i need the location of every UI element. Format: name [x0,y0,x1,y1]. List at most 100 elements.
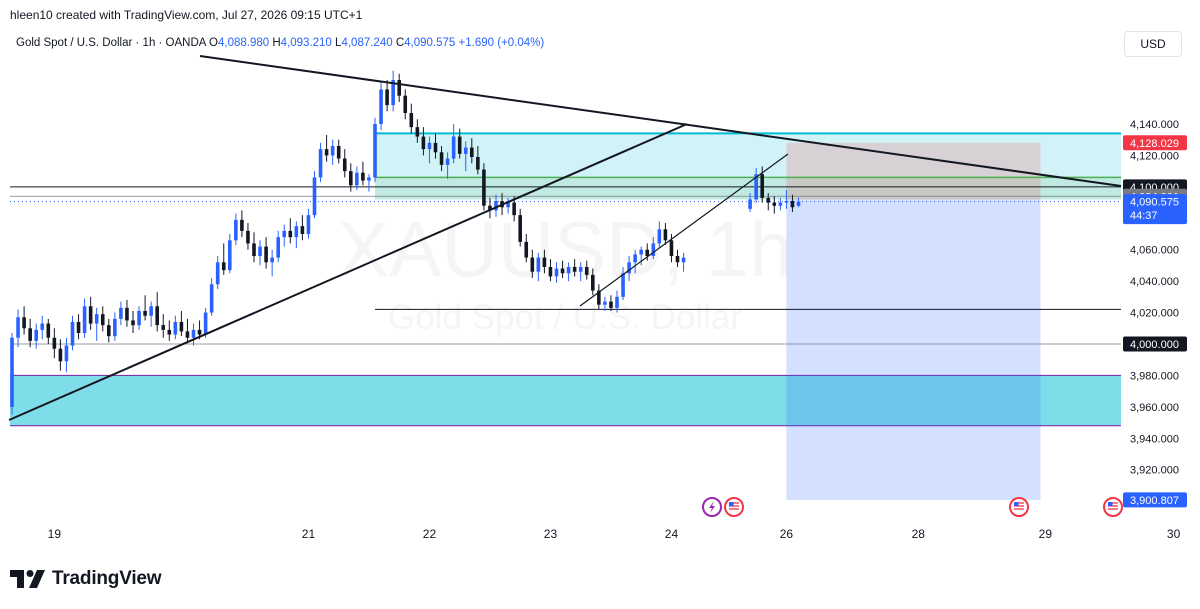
candle-body [397,80,401,96]
candle-body [373,124,377,178]
candle-body [421,136,426,150]
candle-body [748,199,752,209]
price-tick-label: 3,920.000 [1130,465,1179,477]
stop-loss [786,142,1041,200]
candle-body [312,177,317,216]
price-label-box [1123,135,1187,151]
candle-body [572,267,577,272]
candle-body [16,317,20,338]
candle-body [651,243,656,256]
candle-body [167,329,172,335]
price-tick-label: 3,960.000 [1130,402,1179,414]
price-label: 4,090.575 [1130,197,1179,209]
candle-body [778,202,783,206]
candle-body [185,331,190,338]
candle-body [361,172,365,181]
price-tick-label: 4,120.000 [1130,150,1179,162]
candle-body [252,243,256,256]
candle-body [657,229,662,244]
price-tick-label: 4,020.000 [1130,308,1179,320]
us-flag-icon[interactable] [1103,497,1123,517]
candle-body [318,149,323,178]
time-tick-label: 30 [1167,527,1181,541]
candle-body [119,307,123,319]
candle-body [494,201,498,211]
footer-brand: TradingView [10,568,162,590]
candle-body [784,201,789,203]
candle-body [591,274,595,291]
candle-body [457,136,462,154]
watermark-ticker: XAUUSD, 1h [337,205,792,293]
candle-body [330,146,335,156]
candle-body [336,146,341,159]
candle-body [379,89,383,124]
close-value: 4,090.575 [404,37,456,49]
time-tick-label: 29 [1039,527,1053,541]
candle-body [409,113,414,128]
candle-body [433,142,438,153]
candle-body [209,284,214,313]
candle-body [385,89,389,106]
candle-body [94,314,99,324]
candle-body [754,174,758,200]
time-tick-label: 21 [302,527,316,541]
candle-body [270,257,274,263]
candle-body [324,149,329,156]
candle-body [584,267,589,275]
price-label-box [1123,492,1187,508]
candle-body [355,172,359,186]
candle-body [70,322,75,346]
candle-body [663,229,668,241]
candle-body [675,256,680,263]
candle-body [615,296,619,308]
demand-zone [10,375,1121,426]
candle-body [161,325,166,330]
candle-body [149,306,153,316]
candle-body [609,301,613,308]
price-label: 3,900.807 [1130,495,1179,507]
candle-body [240,219,244,231]
price-label: 4,128.029 [1130,138,1179,150]
candle-body [427,142,432,150]
us-flag-icon[interactable] [1009,497,1029,517]
symbol-title[interactable]: Gold Spot / U.S. Dollar · 1h · OANDA [16,37,206,49]
take-profit [786,199,1041,500]
us-flag-icon[interactable] [724,497,744,517]
candle-body [179,322,184,332]
candle-body [790,201,795,208]
time-tick-label: 24 [665,527,679,541]
candle-body [173,322,178,335]
change-value: +1.690 (+0.04%) [458,37,545,49]
candle-body [342,158,347,172]
candle-body [451,136,456,159]
brand-name: TradingView [52,568,162,589]
candle-body [64,345,69,362]
flag-canton [1108,502,1113,506]
candle-body [215,262,220,285]
candle-body [137,311,141,326]
price-label-box [1123,336,1187,352]
candle-body [300,226,305,234]
candle-body [34,329,38,341]
candle-body [367,177,371,181]
bolt-glyph [709,501,715,513]
price-label: 4,000.000 [1130,339,1179,351]
currency-button[interactable]: USD [1124,31,1182,57]
low-value: 4,087.240 [341,37,393,49]
candle-body [560,268,565,274]
price-tick-label: 4,140.000 [1130,119,1179,131]
candle-body [597,290,601,305]
candle-body [391,80,395,106]
candle-body [246,230,250,244]
chart-attribution: hleen10 created with TradingView.com, Ju… [10,8,363,22]
candle-body [40,323,45,330]
candle-body [766,197,771,203]
low-label: L [335,37,342,49]
candle-body [796,201,801,206]
candle-body [294,226,299,238]
candle-body [221,262,226,271]
candle-body [288,230,293,238]
candle-body [669,240,674,256]
candle-body [482,169,486,206]
